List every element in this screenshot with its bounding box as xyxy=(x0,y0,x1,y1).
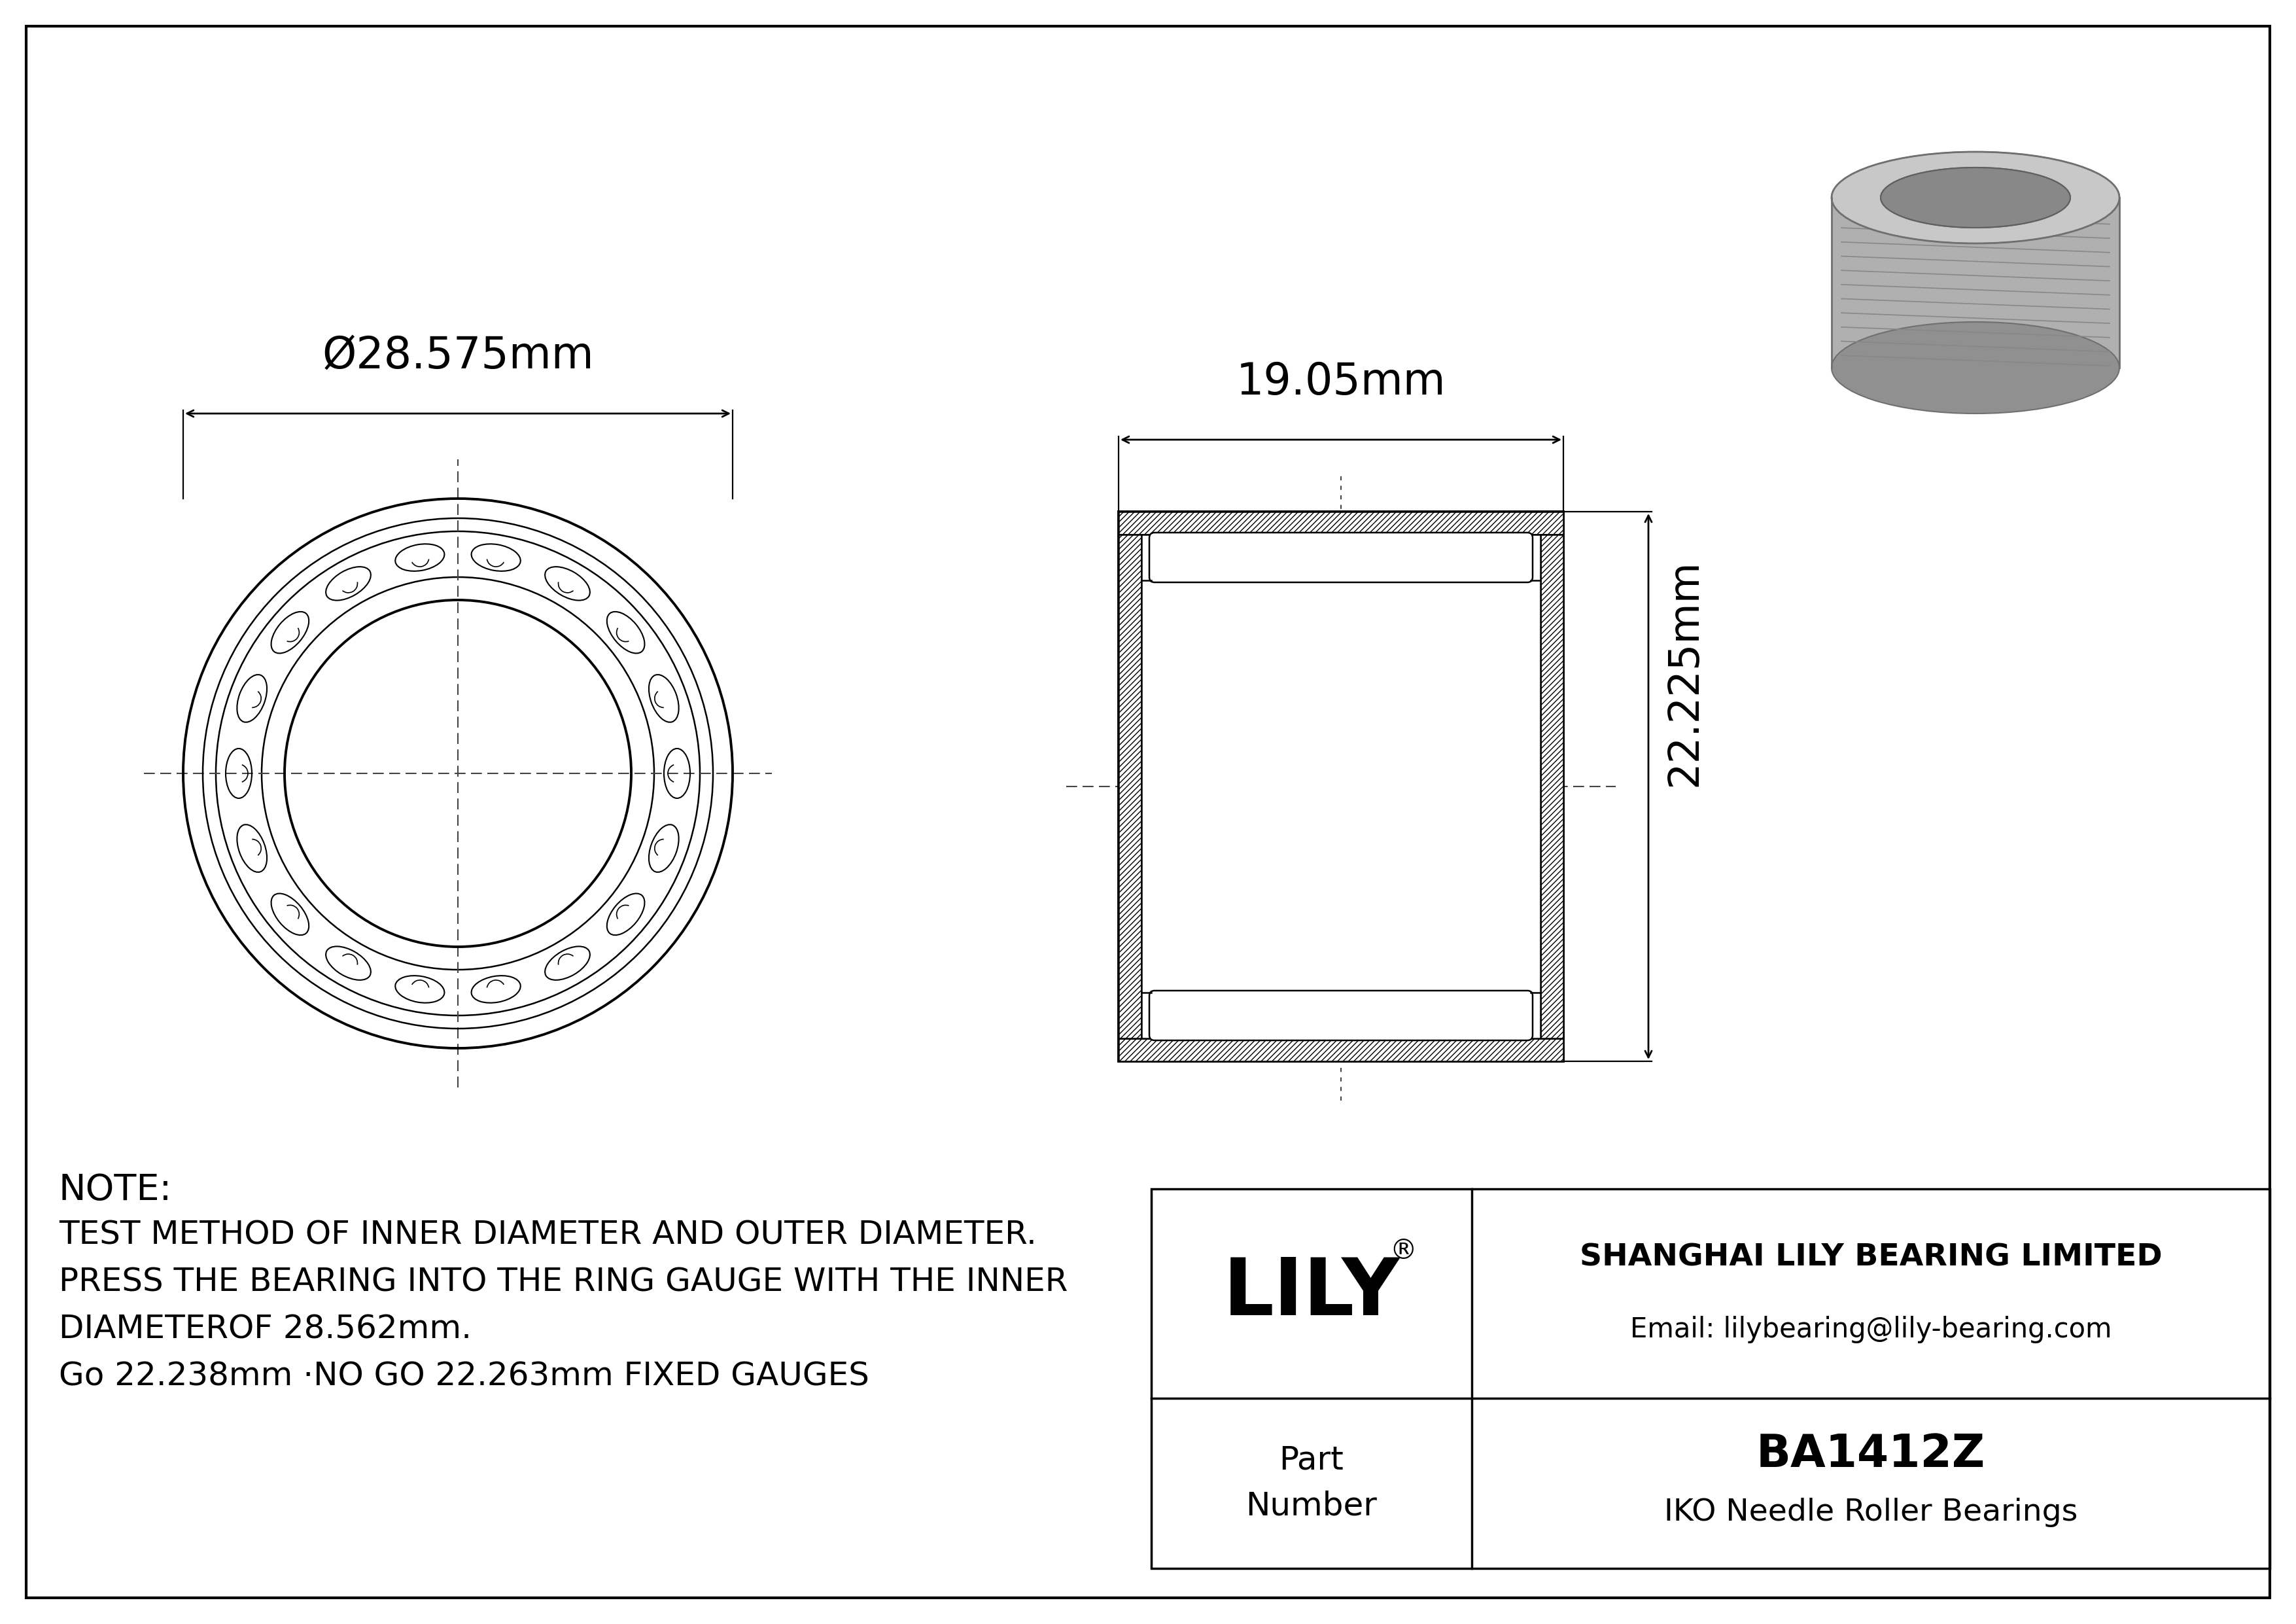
Ellipse shape xyxy=(1880,167,2071,227)
Bar xyxy=(1141,534,1541,1038)
Text: PRESS THE BEARING INTO THE RING GAUGE WITH THE INNER: PRESS THE BEARING INTO THE RING GAUGE WI… xyxy=(60,1267,1068,1298)
Bar xyxy=(1141,534,1541,1038)
Text: IKO Needle Roller Bearings: IKO Needle Roller Bearings xyxy=(1665,1497,2078,1528)
Ellipse shape xyxy=(1832,322,2119,414)
Text: 22.225mm: 22.225mm xyxy=(1665,559,1704,786)
Text: DIAMETEROF 28.562mm.: DIAMETEROF 28.562mm. xyxy=(60,1314,471,1345)
Text: NOTE:: NOTE: xyxy=(60,1173,172,1208)
FancyBboxPatch shape xyxy=(1150,991,1534,1041)
Text: Go 22.238mm ·NO GO 22.263mm FIXED GAUGES: Go 22.238mm ·NO GO 22.263mm FIXED GAUGES xyxy=(60,1361,870,1392)
Text: ®: ® xyxy=(1389,1237,1417,1265)
Bar xyxy=(1832,198,2119,367)
Text: LILY: LILY xyxy=(1224,1255,1401,1332)
Text: Part: Part xyxy=(1279,1445,1343,1476)
Text: BA1412Z: BA1412Z xyxy=(1756,1432,1986,1476)
Text: Number: Number xyxy=(1247,1491,1378,1522)
Bar xyxy=(1150,1189,2271,1569)
Bar xyxy=(1118,512,1564,1062)
Text: TEST METHOD OF INNER DIAMETER AND OUTER DIAMETER.: TEST METHOD OF INNER DIAMETER AND OUTER … xyxy=(60,1220,1038,1250)
Bar xyxy=(1118,1038,1564,1062)
Ellipse shape xyxy=(1832,151,2119,244)
FancyBboxPatch shape xyxy=(1150,533,1534,583)
Bar xyxy=(1118,512,1564,534)
Text: SHANGHAI LILY BEARING LIMITED: SHANGHAI LILY BEARING LIMITED xyxy=(1580,1242,2163,1272)
Text: Email: lilybearing@lily-bearing.com: Email: lilybearing@lily-bearing.com xyxy=(1630,1315,2112,1343)
Text: Ø28.575mm: Ø28.575mm xyxy=(321,335,595,377)
Bar xyxy=(1541,534,1564,1038)
Text: 19.05mm: 19.05mm xyxy=(1235,361,1446,404)
Bar xyxy=(1118,534,1141,1038)
